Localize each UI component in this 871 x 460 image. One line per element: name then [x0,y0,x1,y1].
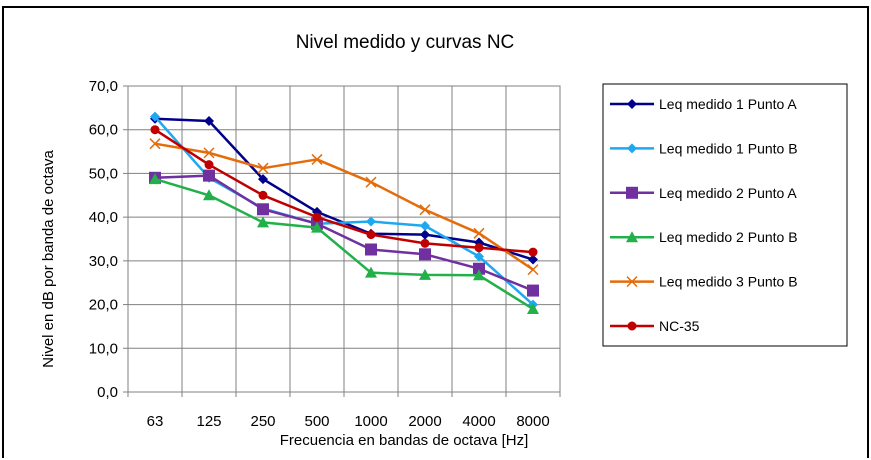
data-point [203,169,215,182]
data-point [419,204,431,216]
data-point [528,254,538,265]
legend-label: Leq medido 2 Punto A [659,185,797,201]
data-point [150,125,160,135]
legend-swatch-marker [627,321,637,331]
series-line [154,142,534,271]
axes: 0,0 10,0 20,0 30,0 40,0 50,0 60,0 70,0 63 125 250 5… [89,78,561,430]
legend-label: Leq medido 1 Punto B [659,140,798,156]
legend-box [602,83,848,347]
legend-item: Leq medido 2 Punto A [610,185,797,201]
data-point [474,251,484,262]
y-tick-label: 10,0 [89,340,118,357]
data-point [150,111,160,122]
data-point [527,302,539,314]
series-5 [149,138,539,276]
data-point [258,190,268,200]
data-point [473,262,485,275]
data-point [473,227,485,239]
data-point [203,147,215,159]
x-tick-label: 2000 [408,413,441,430]
y-tick-label: 0,0 [97,384,118,401]
marker-x-stroke [473,227,485,239]
legend-item: NC-35 [610,318,700,334]
legend-label: Leq medido 3 Punto B [659,274,798,290]
legend-item: Leq medido 3 Punto B [610,274,798,290]
data-point [365,176,377,188]
legend-swatch-marker [626,276,638,288]
marker-x-stroke [527,264,539,276]
x-tick-label: 250 [250,413,275,430]
data-point [366,216,376,227]
legend-item: Leq medido 1 Punto A [610,96,797,112]
data-point [420,238,430,248]
series-group [149,111,539,314]
gridlines [128,86,560,392]
x-tick-label: 500 [304,413,329,430]
x-tick-label: 8000 [516,413,549,430]
y-tick-label: 30,0 [89,253,118,270]
marker-x-stroke [257,162,269,174]
data-point [204,160,214,170]
data-point [365,266,377,278]
legend-swatch-marker [626,231,638,243]
data-point [257,216,269,228]
x-tick-label: 125 [196,413,221,430]
data-point [420,229,430,240]
x-tick-label: 4000 [462,413,495,430]
data-point [419,248,431,261]
legend-label: Leq medido 2 Punto B [659,229,798,245]
marker-x-stroke [149,138,161,150]
data-point [420,220,430,231]
data-point [419,268,431,280]
legend-swatch-marker [627,143,637,154]
x-tick-label: 1000 [354,413,387,430]
series-line [154,174,534,292]
marker-x-stroke [311,153,323,165]
data-point [474,243,484,253]
marker-x-stroke [626,276,638,288]
data-point [257,162,269,174]
data-point [204,115,214,126]
x-axis-title: Frecuencia en bandas de octava [Hz] [280,432,528,449]
legend-swatch-marker [626,186,638,199]
series-line [154,177,534,311]
data-point [312,212,322,222]
data-point [527,284,539,297]
data-point [203,189,215,201]
series-line [154,128,534,254]
x-tick-label: 63 [147,413,164,430]
data-point [528,247,538,257]
y-tick-label: 60,0 [89,122,118,139]
data-point [473,269,485,281]
data-point [311,221,323,233]
data-point [149,138,161,150]
legend: Leq medido 1 Punto A Leq medido 1 Punto B… [610,96,798,334]
series-6 [150,125,538,257]
data-point [366,230,376,240]
y-axis-title: Nivel en dB por banda de octava [40,150,57,368]
y-tick-label: 40,0 [89,209,118,226]
y-tick-label: 50,0 [89,165,118,182]
marker-x-stroke [203,147,215,159]
marker-x-stroke [419,204,431,216]
data-point [527,264,539,276]
legend-label: NC-35 [659,318,700,334]
chart-title: Nivel medido y curvas NC [296,32,515,53]
data-point [365,243,377,256]
legend-label: Leq medido 1 Punto A [659,96,797,112]
series-4 [149,173,539,314]
legend-item: Leq medido 2 Punto B [610,229,798,245]
data-point [257,203,269,216]
series-line [154,115,534,306]
data-point [311,153,323,165]
y-tick-label: 70,0 [89,78,118,95]
legend-swatch-marker [627,99,637,109]
legend-item: Leq medido 1 Punto B [610,140,798,156]
data-point [149,173,161,185]
marker-x-stroke [365,176,377,188]
y-tick-label: 20,0 [89,297,118,314]
data-point [258,174,268,185]
